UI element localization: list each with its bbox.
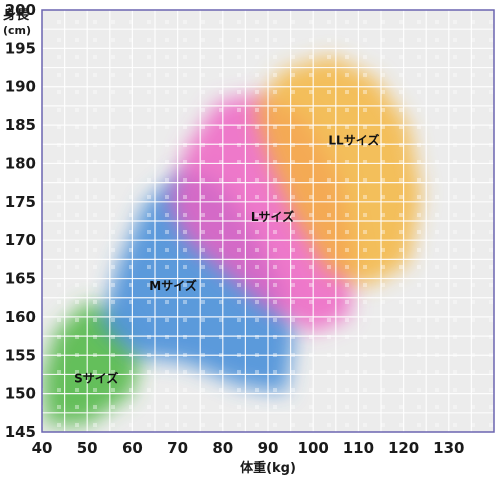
y-axis-title: 身長 (3, 7, 30, 23)
y-tick-label: 175 (5, 193, 36, 211)
x-tick-label: 120 (388, 439, 419, 457)
x-tick-label: 90 (258, 439, 279, 457)
y-tick-label: 180 (5, 154, 36, 172)
y-tick-label: 150 (5, 385, 36, 403)
region-labels: Sサイズ Mサイズ Lサイズ LLサイズ (74, 132, 379, 385)
y-tick-label: 160 (5, 308, 36, 326)
y-axis-unit: (cm) (3, 24, 31, 37)
region-label: LLサイズ (328, 132, 379, 147)
y-tick-label: 155 (5, 346, 36, 364)
x-tick-label: 60 (122, 439, 143, 457)
grid-lines (42, 10, 494, 432)
plot-frame (41, 9, 495, 433)
x-tick-label: 100 (298, 439, 329, 457)
x-axis-title: 体重(kg) (240, 460, 296, 476)
x-tick-label: 110 (343, 439, 374, 457)
y-tick-label: 165 (5, 270, 36, 288)
region-label: Lサイズ (251, 209, 294, 224)
y-tick-label: 145 (5, 423, 36, 441)
region-label: Mサイズ (149, 278, 197, 293)
x-tick-label: 80 (212, 439, 233, 457)
y-tick-label: 195 (5, 39, 36, 57)
x-tick-label: 130 (433, 439, 464, 457)
y-tick-label: 200 (5, 1, 36, 19)
x-tick-label: 70 (167, 439, 188, 457)
y-axis-ticks: 145 150 155 160 165 170 175 180 185 190 195 200 (5, 1, 36, 441)
region-label: Sサイズ (74, 370, 118, 385)
y-tick-label: 185 (5, 116, 36, 134)
y-tick-label: 190 (5, 78, 36, 96)
x-axis-ticks: 40 50 60 70 80 90 100 110 120 130 (32, 439, 465, 457)
x-tick-label: 50 (77, 439, 98, 457)
x-tick-label: 40 (32, 439, 53, 457)
y-tick-label: 170 (5, 231, 36, 249)
